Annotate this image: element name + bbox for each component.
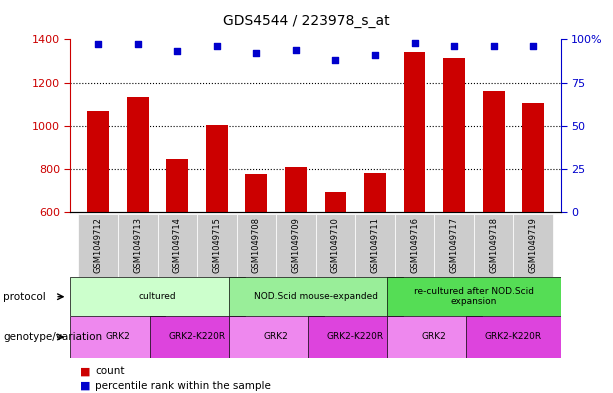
Point [409, 40, 419, 46]
Text: GSM1049718: GSM1049718 [489, 217, 498, 273]
Bar [474, 214, 514, 277]
Text: GSM1049715: GSM1049715 [212, 217, 221, 273]
Text: GDS4544 / 223978_s_at: GDS4544 / 223978_s_at [223, 14, 390, 28]
Bar [150, 316, 245, 358]
Text: GRK2-K220R: GRK2-K220R [327, 332, 384, 342]
Text: GSM1049711: GSM1049711 [370, 217, 379, 273]
Bar [308, 316, 403, 358]
Text: GSM1049708: GSM1049708 [252, 217, 261, 273]
Bar [229, 316, 324, 358]
Text: GRK2: GRK2 [264, 332, 289, 342]
Bar [127, 97, 148, 212]
Point [251, 50, 261, 56]
Text: GRK2-K220R: GRK2-K220R [485, 332, 542, 342]
Text: ■: ■ [80, 381, 90, 391]
Bar [364, 173, 386, 212]
Bar [70, 316, 166, 358]
Bar [387, 277, 561, 316]
Point [528, 43, 538, 50]
Text: GSM1049716: GSM1049716 [410, 217, 419, 273]
Point [449, 43, 459, 50]
Bar [316, 214, 356, 277]
Bar [483, 91, 504, 212]
Text: NOD.Scid mouse-expanded: NOD.Scid mouse-expanded [254, 292, 378, 301]
Bar [70, 277, 245, 316]
Bar [285, 167, 306, 212]
Point [133, 41, 143, 48]
Text: cultured: cultured [139, 292, 177, 301]
Bar [245, 174, 267, 212]
Bar [197, 214, 237, 277]
Bar [466, 316, 561, 358]
Bar [404, 52, 425, 212]
Text: GSM1049713: GSM1049713 [133, 217, 142, 273]
Text: count: count [95, 366, 124, 376]
Bar [395, 214, 435, 277]
Text: percentile rank within the sample: percentile rank within the sample [95, 381, 271, 391]
Bar [356, 214, 395, 277]
Point [489, 43, 498, 50]
Text: GRK2: GRK2 [105, 332, 131, 342]
Text: GSM1049714: GSM1049714 [173, 217, 182, 273]
Point [212, 43, 222, 50]
Bar [166, 159, 188, 212]
Text: GSM1049712: GSM1049712 [94, 217, 103, 273]
Text: protocol: protocol [3, 292, 46, 302]
Text: GSM1049717: GSM1049717 [449, 217, 459, 273]
Bar [78, 214, 118, 277]
Text: genotype/variation: genotype/variation [3, 332, 102, 342]
Text: re-cultured after NOD.Scid
expansion: re-cultured after NOD.Scid expansion [414, 287, 534, 307]
Bar [158, 214, 197, 277]
Point [172, 48, 182, 55]
Point [93, 41, 103, 48]
Bar [522, 103, 544, 212]
Text: GSM1049710: GSM1049710 [331, 217, 340, 273]
Text: GSM1049719: GSM1049719 [528, 217, 538, 273]
Point [291, 46, 301, 53]
Bar [206, 125, 227, 212]
Bar [325, 192, 346, 212]
Point [330, 57, 340, 63]
Bar [435, 214, 474, 277]
Point [370, 52, 380, 58]
Text: GSM1049709: GSM1049709 [291, 217, 300, 273]
Text: ■: ■ [80, 366, 90, 376]
Bar [229, 277, 403, 316]
Bar [514, 214, 553, 277]
Text: GRK2: GRK2 [422, 332, 447, 342]
Bar [237, 214, 276, 277]
Bar [118, 214, 158, 277]
Bar [387, 316, 482, 358]
Bar [276, 214, 316, 277]
Bar [443, 58, 465, 212]
Bar [87, 111, 109, 212]
Text: GRK2-K220R: GRK2-K220R [169, 332, 226, 342]
